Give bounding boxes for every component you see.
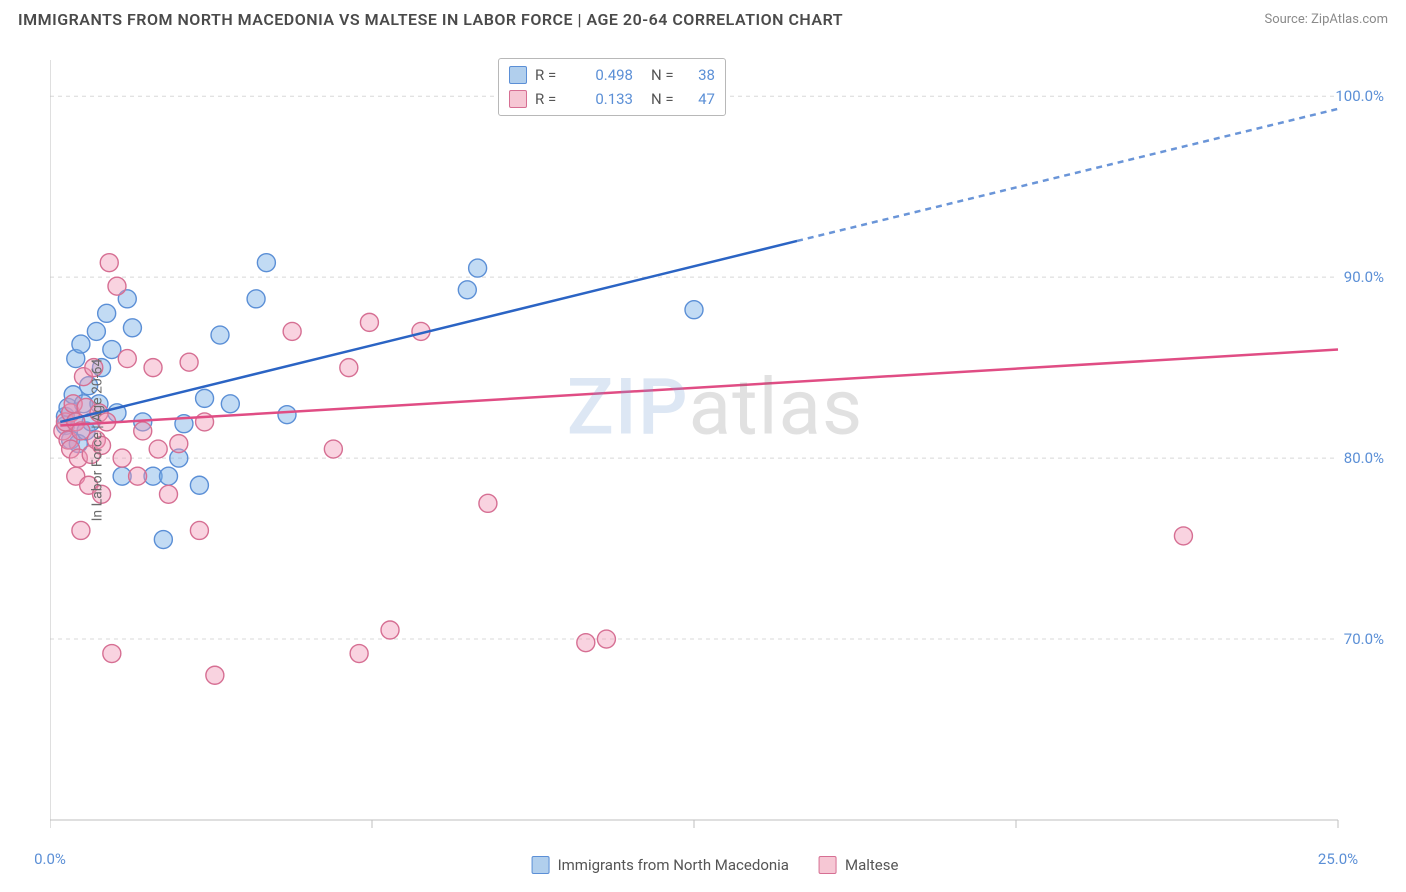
x-tick-label: 0.0%: [34, 850, 66, 868]
n-label: N =: [651, 66, 677, 84]
n-value: 38: [685, 66, 715, 84]
chart-title: IMMIGRANTS FROM NORTH MACEDONIA VS MALTE…: [18, 10, 843, 29]
series-legend-item: Immigrants from North Macedonia: [532, 856, 789, 874]
legend-swatch: [509, 90, 527, 108]
y-tick-label: 80.0%: [1344, 449, 1384, 467]
legend-row: R = 0.498 N = 38: [509, 63, 715, 87]
series-legend: Immigrants from North Macedonia Maltese: [532, 856, 899, 874]
n-label: N =: [651, 90, 677, 108]
legend-row: R = 0.133 N = 47: [509, 87, 715, 111]
r-label: R =: [535, 90, 569, 108]
legend-swatch: [532, 856, 550, 874]
y-tick-label: 100.0%: [1335, 87, 1384, 105]
series-legend-label: Maltese: [845, 856, 898, 874]
r-value: 0.498: [577, 66, 633, 84]
x-tick-label: 25.0%: [1318, 850, 1358, 868]
scatter-plot-svg: [50, 40, 1380, 840]
n-value: 47: [685, 90, 715, 108]
y-tick-label: 70.0%: [1344, 630, 1384, 648]
r-value: 0.133: [577, 90, 633, 108]
source-label: Source: ZipAtlas.com: [1264, 12, 1388, 27]
series-legend-item: Maltese: [819, 856, 898, 874]
y-axis-label: In Labor Force | Age 20-64: [89, 359, 105, 522]
legend-swatch: [509, 66, 527, 84]
y-tick-label: 90.0%: [1344, 268, 1384, 286]
title-bar: IMMIGRANTS FROM NORTH MACEDONIA VS MALTE…: [0, 0, 1406, 33]
legend-swatch: [819, 856, 837, 874]
series-legend-label: Immigrants from North Macedonia: [558, 856, 789, 874]
r-label: R =: [535, 66, 569, 84]
chart-area: In Labor Force | Age 20-64 ZIPatlas R =0…: [50, 40, 1380, 840]
correlation-legend: R = 0.498 N = 38 R = 0.133 N = 47: [498, 58, 726, 116]
